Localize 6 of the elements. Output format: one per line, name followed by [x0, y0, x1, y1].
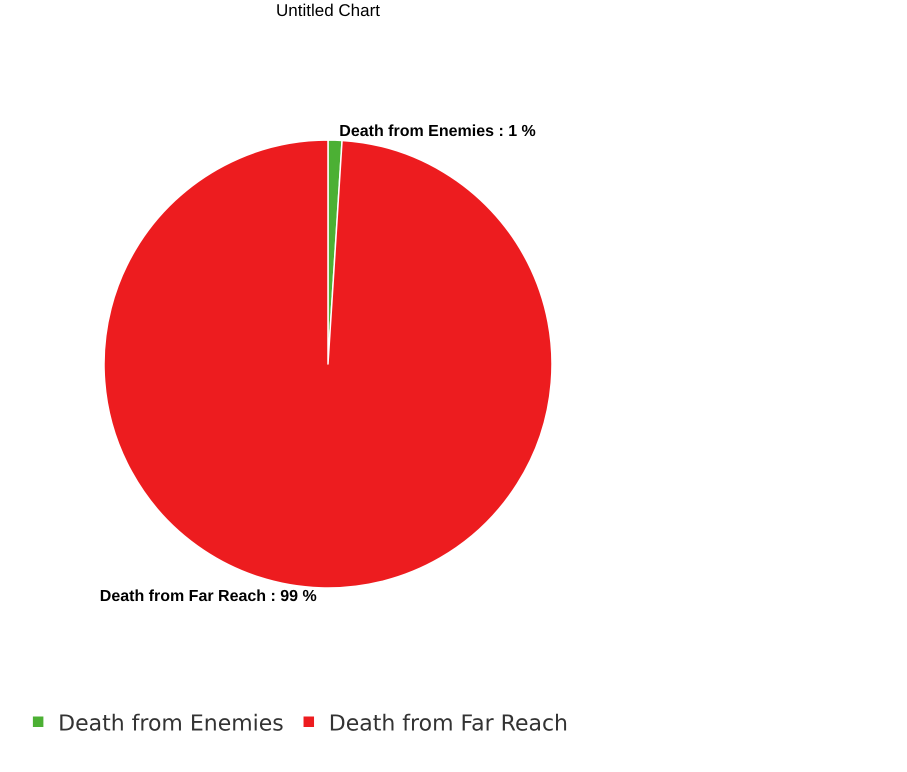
data-label: Death from Far Reach : 99 %	[100, 588, 317, 605]
legend-label: Death from Enemies	[58, 711, 284, 736]
chart-title: Untitled Chart	[276, 0, 380, 20]
pie-slice	[103, 139, 552, 589]
data-label: Death from Enemies : 1 %	[339, 123, 536, 140]
legend-label: Death from Far Reach	[328, 711, 568, 736]
